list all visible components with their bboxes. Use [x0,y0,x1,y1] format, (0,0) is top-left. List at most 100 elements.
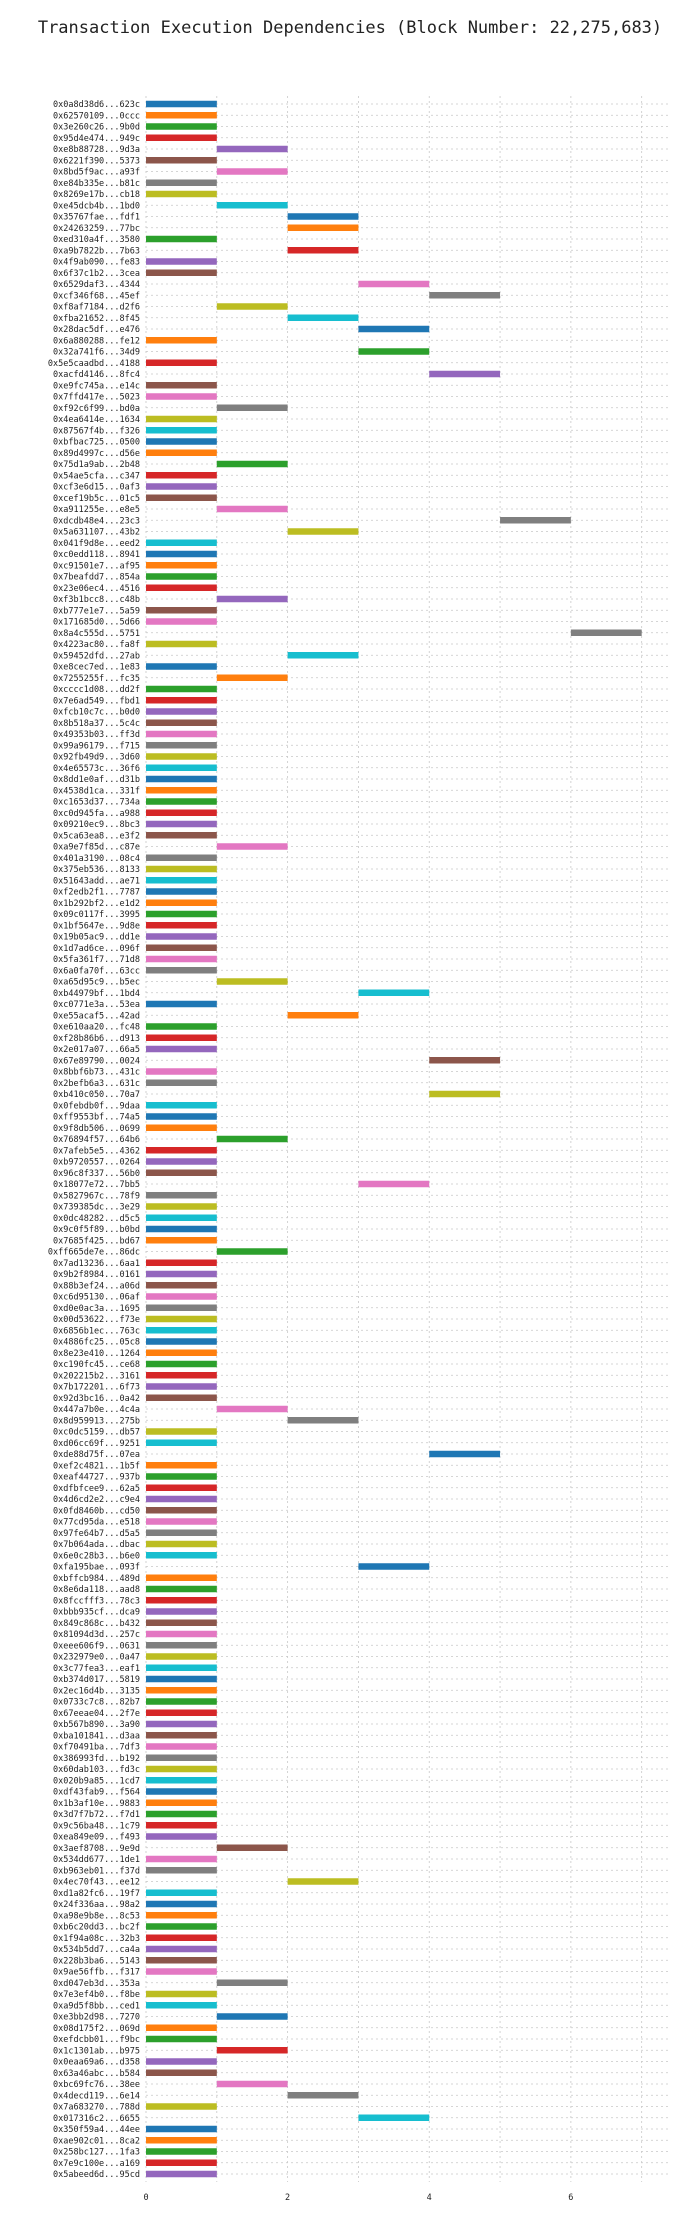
dependency-bar [146,573,217,580]
y-tick-label: 0xb374d017...5819 [53,1675,140,1685]
dependency-bar [146,269,217,276]
dependency-bar [216,2047,288,2054]
dependency-bar [146,854,217,861]
dependency-bar [287,247,359,254]
y-tick-label: 0x9b2f8984...0161 [53,1270,140,1280]
chart-title: Transaction Execution Dependencies (Bloc… [37,18,663,38]
bar-layer [146,100,642,2178]
dependency-bar [146,1372,217,1379]
dependency-bar [146,539,217,546]
dependency-bar [146,337,217,344]
dependency-bar [358,2114,430,2121]
dependency-bar [146,753,217,760]
dependency-bar [146,1259,217,1266]
dependency-bar [146,2137,217,2144]
y-tick-label: 0xcf3e6d15...0af3 [53,483,140,493]
dependency-bar [146,1282,217,1289]
y-tick-label: 0x0fd8460b...cd50 [53,1506,140,1516]
y-tick-label: 0x8dd1e0af...d31b [53,775,140,785]
dependency-bar [146,1394,217,1401]
dependency-bar [146,1034,217,1041]
y-tick-label: 0xe610aa20...fc48 [53,1023,140,1033]
dependency-bar [146,449,217,456]
dependency-bar [146,1338,217,1345]
dependency-bar [146,1608,217,1615]
dependency-bar [146,2035,217,2043]
dependency-bar [146,382,217,389]
y-tick-label: 0x0a8d38d6...623c [53,100,140,110]
y-tick-label: 0x739385dc...3e29 [53,1203,140,1213]
dependency-bar [146,910,217,918]
y-tick-label: 0xb410c050...70a7 [53,1090,140,1100]
dependency-bar [216,460,288,468]
x-tick-label: 0 [143,2193,148,2203]
dependency-bar [146,775,217,783]
y-tick-label: 0xdf43fab9...f564 [53,1788,140,1798]
dependency-bar [146,100,217,108]
y-tick-label: 0x8e6da118...aad8 [53,1585,140,1595]
dependency-bar [146,798,217,805]
y-tick-label: 0x5a631107...43b2 [53,528,140,538]
dependency-bar [216,843,288,850]
y-tick-label: 0x4ec70f43...ee12 [53,1878,140,1888]
dependency-bar [146,663,217,670]
y-tick-label: 0x228b3ba6...5143 [53,1956,140,1966]
y-tick-label: 0xefdcbb01...f9bc [53,2035,140,2045]
y-tick-label: 0x1c1301ab...b975 [53,2046,140,2056]
y-tick-label: 0x08d175f2...069d [53,2024,140,2034]
dependency-bar [146,1687,217,1694]
y-tick-label: 0x00d53622...f73e [53,1315,140,1325]
y-tick-label: 0xe9fc745a...e14c [53,381,140,391]
dependency-bar [146,1855,217,1863]
y-tick-label: 0x7ffd417e...5023 [53,393,140,403]
y-tick-label: 0xdfbfcee9...62a5 [53,1484,140,1494]
dependency-bar [146,1934,217,1941]
dependency-bar [146,730,217,738]
y-tick-label: 0x6a0fa70f...63cc [53,966,140,976]
dependency-bar [146,1237,217,1244]
y-tick-label: 0x0dc48282...d5c5 [53,1214,140,1224]
y-tick-label: 0x4d6cd2e2...c9e4 [53,1495,140,1505]
dependency-bar [358,348,430,355]
y-tick-label: 0xc190fc45...ce68 [53,1360,140,1370]
y-tick-label: 0x7e9c100e...a169 [53,2159,140,2169]
y-tick-label: 0xbfbac725...0500 [53,438,140,448]
dependency-bar [146,967,217,974]
y-tick-label: 0xc6d95130...06af [53,1293,140,1303]
dependency-bar [146,1990,217,1998]
y-tick-label: 0xff665de7e...86dc [48,1248,140,1258]
dependency-bar [287,1012,359,1019]
y-tick-label: 0xc0dc5159...db57 [53,1428,140,1438]
dependency-bar [429,292,501,299]
y-tick-label: 0x24f336aa...98a2 [53,1900,140,1910]
y-tick-label: 0x0febdb0f...9daa [53,1101,140,1111]
dependency-bar [146,933,217,940]
dependency-bar [146,1867,217,1874]
y-tick-label: 0x81094d3d...257c [53,1630,140,1640]
dependency-bar [146,1102,217,1109]
y-tick-label: 0xdcdb48e4...23c3 [53,516,140,526]
y-tick-label: 0x76894f57...64b6 [53,1135,140,1145]
dependency-bar [358,989,430,996]
dependency-bar [146,1192,217,1199]
dependency-bar [146,134,217,141]
x-tick-label: 6 [568,2193,573,2203]
y-tick-label: 0x8bd5f9ac...a93f [53,168,140,178]
dependency-bar [146,2148,217,2155]
y-tick-label: 0x401a3190...08c4 [53,854,140,864]
y-tick-label: 0x9f8db506...0699 [53,1124,140,1134]
dependency-bar [146,1923,217,1930]
dependency-bar [146,2125,217,2133]
y-tick-label: 0xbc69fc76...38ee [53,2080,140,2090]
dependency-bar [146,1473,217,1480]
y-tick-label: 0xe55acaf5...42ad [53,1011,140,1021]
y-tick-label: 0xa98e9b8e...8c53 [53,1911,140,1921]
dependency-bar [146,787,217,794]
dependency-bar [146,1642,217,1649]
dependency-bar [146,899,217,906]
dependency-bar [146,1439,217,1446]
dependency-bar [146,562,217,569]
y-tick-label: 0x09210ec9...8bc3 [53,820,140,830]
y-tick-label: 0x8e23e410...1264 [53,1349,140,1359]
y-tick-label: 0x7b172201...6f73 [53,1383,140,1393]
